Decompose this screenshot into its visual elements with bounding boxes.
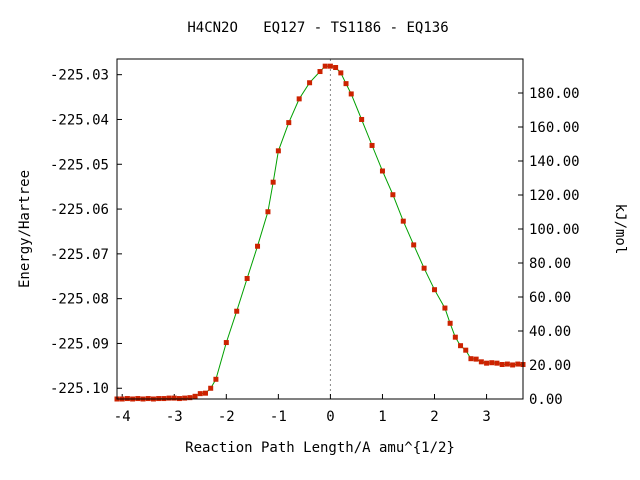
- data-point: [463, 347, 469, 353]
- y-axis-label: Energy/Hartree: [17, 170, 33, 288]
- data-point: [187, 395, 193, 401]
- data-point: [432, 287, 438, 293]
- data-point: [307, 80, 313, 86]
- data-point: [400, 218, 406, 224]
- plot-frame: [116, 58, 524, 400]
- data-point: [182, 395, 188, 401]
- x-tick-label: -4: [114, 409, 131, 425]
- data-point: [338, 70, 344, 76]
- data-point: [197, 391, 203, 397]
- y2-axis-label: kJ/mol: [612, 204, 628, 255]
- y-tick-label: -225.08: [50, 292, 109, 308]
- data-point: [359, 116, 365, 122]
- data-point: [473, 356, 479, 362]
- data-point: [390, 192, 396, 198]
- data-point: [265, 209, 271, 215]
- data-point: [317, 69, 323, 75]
- y2-tick-label: 0.00: [529, 392, 563, 408]
- x-tick-label: 2: [430, 409, 438, 425]
- data-point: [494, 360, 500, 366]
- energy-profile-line: [117, 65, 524, 400]
- data-point: [411, 242, 417, 248]
- y2-tick-label: 160.00: [529, 120, 580, 136]
- y-tick-label: -225.04: [50, 112, 109, 128]
- data-point: [270, 179, 276, 185]
- x-axis-label: Reaction Path Length/A amu^{1/2}: [185, 440, 455, 456]
- y-tick-label: -225.07: [50, 247, 109, 263]
- data-point: [515, 361, 521, 367]
- y2-tick-label: 20.00: [529, 358, 571, 374]
- y2-tick-label: 40.00: [529, 324, 571, 340]
- y2-tick-label: 100.00: [529, 222, 580, 238]
- data-point: [369, 142, 375, 148]
- data-point: [442, 305, 448, 311]
- y2-tick-label: 60.00: [529, 290, 571, 306]
- x-tick-label: 0: [326, 409, 334, 425]
- data-point: [504, 361, 510, 367]
- data-point: [333, 65, 339, 71]
- y-tick-label: -225.05: [50, 157, 109, 173]
- data-point: [275, 148, 281, 154]
- y2-tick-label: 140.00: [529, 154, 580, 170]
- y2-tick-label: 80.00: [529, 256, 571, 272]
- data-point: [489, 360, 495, 366]
- y-tick-label: -225.09: [50, 336, 109, 352]
- data-point: [286, 120, 292, 126]
- data-point: [379, 168, 385, 174]
- data-point: [343, 81, 349, 87]
- data-point: [192, 393, 198, 399]
- data-point: [478, 359, 484, 365]
- data-point: [171, 395, 177, 401]
- data-point: [255, 243, 261, 249]
- data-point: [452, 334, 458, 340]
- x-tick-label: 3: [482, 409, 490, 425]
- data-point: [213, 376, 219, 382]
- x-tick-label: 1: [378, 409, 386, 425]
- data-point: [296, 96, 302, 102]
- data-point: [166, 395, 172, 401]
- y2-tick-label: 180.00: [529, 86, 580, 102]
- data-point: [468, 356, 474, 362]
- data-point: [322, 63, 328, 69]
- x-tick-label: -1: [270, 409, 287, 425]
- y2-tick-label: 120.00: [529, 188, 580, 204]
- y-tick-label: -225.03: [50, 68, 109, 84]
- data-point: [484, 360, 490, 366]
- data-point: [234, 308, 240, 314]
- y-tick-label: -225.10: [50, 381, 109, 397]
- x-tick-label: -3: [166, 409, 183, 425]
- data-point: [327, 63, 333, 69]
- data-point: [244, 275, 250, 281]
- data-point: [510, 362, 516, 368]
- chart-title: H4CN2O EQ127 - TS1186 - EQ136: [187, 20, 448, 36]
- data-point: [208, 385, 214, 391]
- data-point: [421, 265, 427, 271]
- data-point: [202, 390, 208, 396]
- data-point: [447, 320, 453, 326]
- x-tick-label: -2: [218, 409, 235, 425]
- data-point: [348, 91, 354, 97]
- data-point: [499, 362, 505, 368]
- data-point: [458, 343, 464, 349]
- y-tick-label: -225.06: [50, 202, 109, 218]
- data-point: [223, 340, 229, 346]
